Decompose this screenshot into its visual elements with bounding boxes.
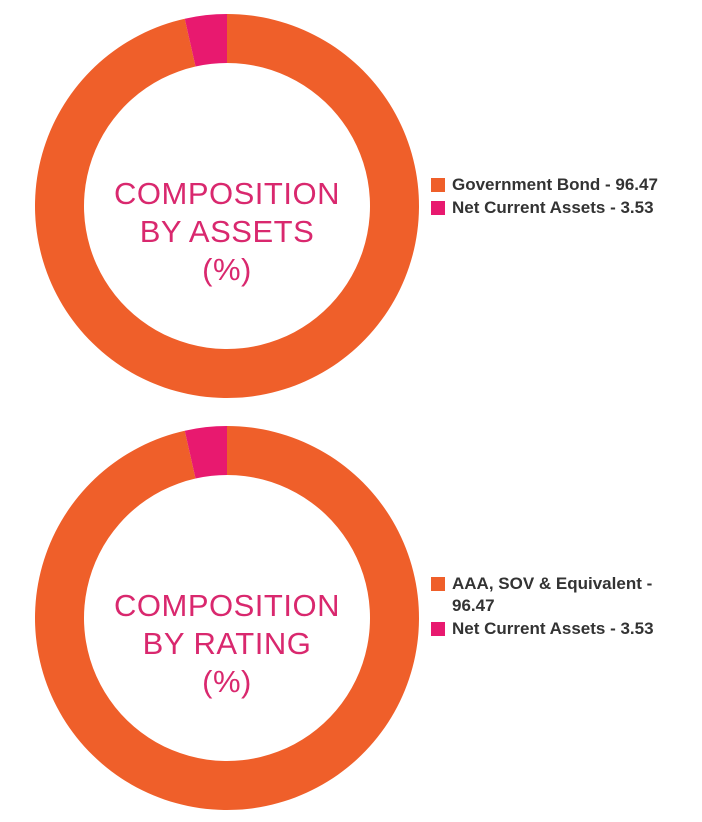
composition-by-rating-title-line-2: BY RATING [142, 626, 312, 661]
legend-label-net-current-assets-rating: Net Current Assets - 3.53 [452, 619, 654, 638]
legend-swatch-net-current-assets-rating [431, 622, 445, 636]
legend-swatch-government-bond [431, 178, 445, 192]
composition-by-assets-title-line-3: (%) [202, 252, 252, 287]
legend-item-aaa-sov-equivalent: AAA, SOV & Equivalent - 96.47 [431, 573, 691, 617]
composition-by-assets-donut [35, 14, 420, 398]
composition-by-rating-title-line-3: (%) [202, 664, 252, 699]
legend-label-net-current-assets: Net Current Assets - 3.53 [452, 198, 654, 217]
composition-by-assets-legend: Government Bond - 96.47 Net Current Asse… [431, 174, 691, 220]
composition-by-assets-chart: COMPOSITION BY ASSETS (%) Government Bon… [0, 0, 702, 410]
legend-item-government-bond: Government Bond - 96.47 [431, 174, 691, 196]
donut-slice-2 [184, 14, 227, 67]
composition-by-assets-title: COMPOSITION BY ASSETS (%) [47, 175, 407, 289]
composition-by-rating-title: COMPOSITION BY RATING (%) [47, 587, 407, 701]
composition-by-rating-title-line-1: COMPOSITION [114, 588, 340, 623]
donut-slice-2 [184, 426, 227, 479]
legend-label-government-bond: Government Bond - 96.47 [452, 175, 658, 194]
composition-by-assets-title-line-1: COMPOSITION [114, 176, 340, 211]
legend-item-net-current-assets: Net Current Assets - 3.53 [431, 197, 691, 219]
legend-item-net-current-assets-rating: Net Current Assets - 3.53 [431, 618, 691, 640]
legend-label-aaa-sov-equivalent: AAA, SOV & Equivalent - 96.47 [452, 574, 653, 615]
legend-swatch-net-current-assets [431, 201, 445, 215]
composition-by-rating-legend: AAA, SOV & Equivalent - 96.47 Net Curren… [431, 573, 691, 641]
composition-by-rating-chart: COMPOSITION BY RATING (%) AAA, SOV & Equ… [0, 412, 702, 822]
composition-by-assets-title-line-2: BY ASSETS [139, 214, 315, 249]
legend-swatch-aaa-sov-equivalent [431, 577, 445, 591]
composition-by-rating-donut [35, 426, 420, 810]
